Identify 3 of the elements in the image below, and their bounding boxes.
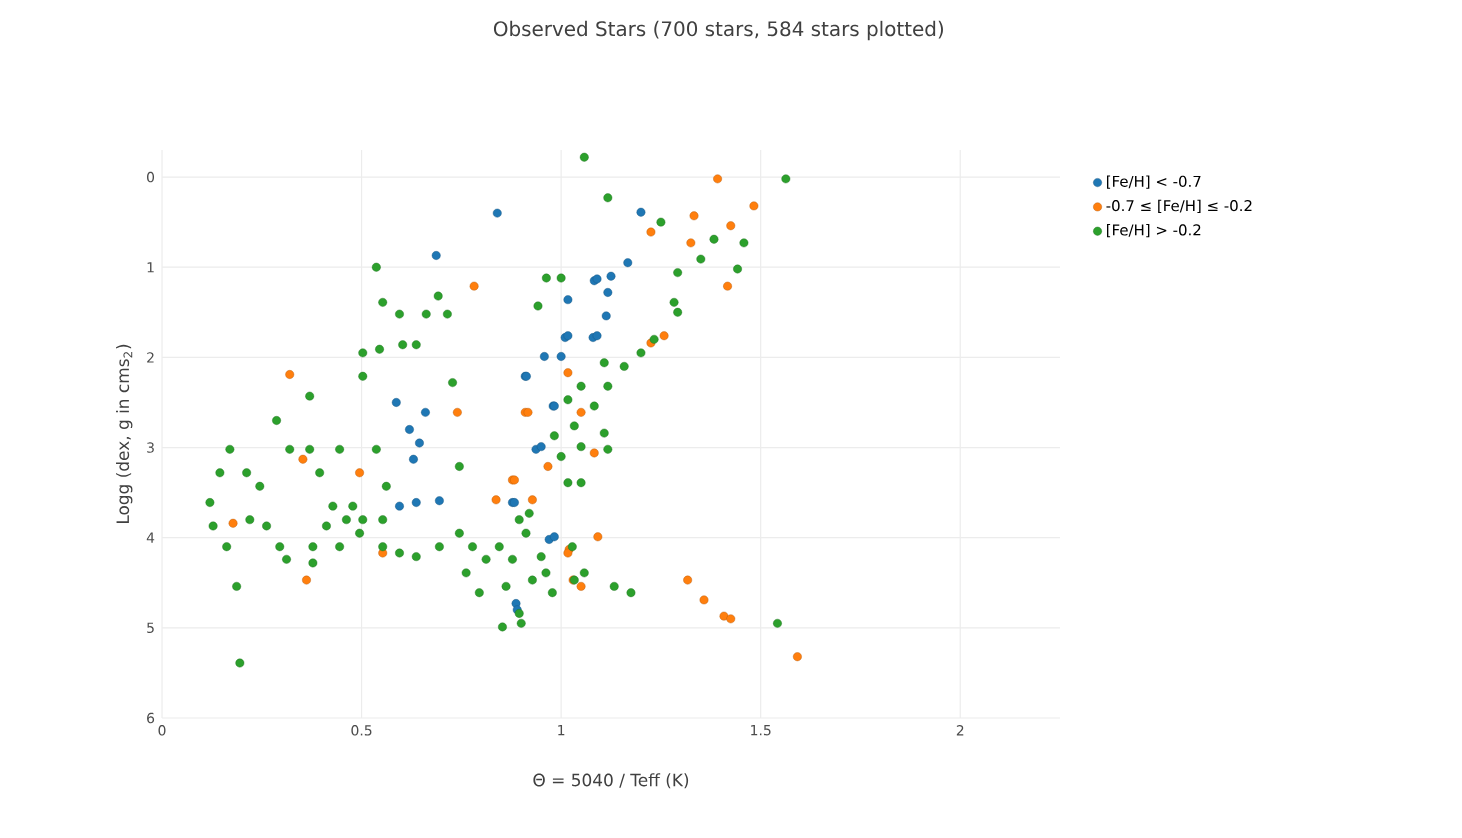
x-axis-title: Θ = 5040 / Teff (K) xyxy=(533,773,689,789)
y-axis-title: Logg (dex, g in cms$_{2}$) xyxy=(116,344,133,524)
chart-title: Observed Stars (700 stars, 584 stars plotted) xyxy=(493,20,943,41)
